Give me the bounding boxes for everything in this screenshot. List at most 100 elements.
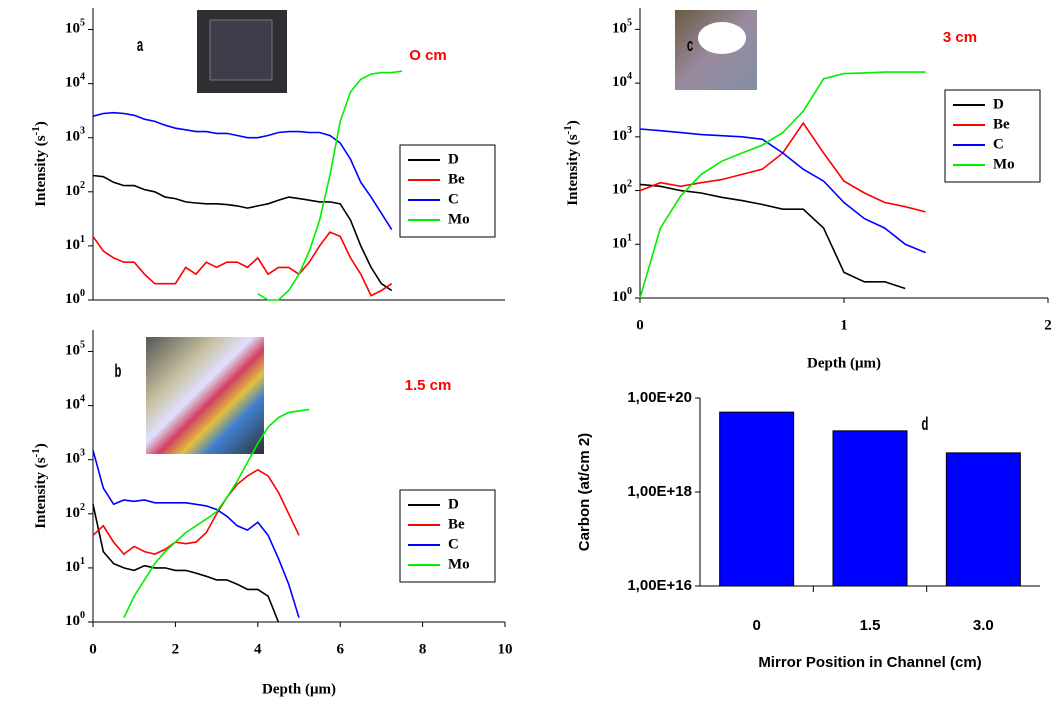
photo-c-spot: [698, 22, 746, 54]
panel-letter: d: [922, 414, 929, 435]
series-line: [93, 113, 392, 230]
y-tick-label: 101: [612, 233, 632, 252]
x-tick-label: 8: [419, 641, 427, 657]
figure: 100101102103104105aIntensity (s-1)O cmDB…: [0, 0, 1053, 707]
y-tick-exp: 3: [80, 448, 85, 459]
y-tick-exp: 3: [627, 125, 632, 136]
legend-label: D: [993, 96, 1004, 112]
y-tick-label: 105: [612, 18, 632, 37]
bar: [720, 412, 794, 586]
legend-label: Be: [448, 171, 465, 187]
series-line: [93, 232, 392, 296]
y-tick-base: 10: [612, 236, 627, 252]
y-tick-exp: 4: [80, 72, 85, 83]
series-line: [93, 504, 278, 622]
y-tick-base: 10: [612, 289, 627, 305]
y-tick-base: 10: [612, 21, 627, 37]
y-tick-base: 10: [612, 128, 627, 144]
annotation: 3 cm: [943, 29, 977, 46]
series-line: [93, 176, 392, 291]
y-tick-exp: 5: [80, 340, 85, 351]
panel-letter: b: [115, 361, 122, 382]
y-label-text: Intensity (s: [33, 457, 49, 528]
x-tick-label: 4: [254, 641, 262, 657]
y-tick-exp: 2: [80, 180, 85, 191]
annotation: 1.5 cm: [405, 377, 452, 394]
y-axis-label: Carbon (at/cm 2): [576, 433, 593, 551]
y-tick-exp: 1: [627, 233, 632, 244]
y-tick-base: 10: [65, 505, 80, 521]
legend-label: C: [448, 191, 459, 207]
legend-label: Be: [993, 116, 1010, 132]
y-label-end: ): [33, 443, 49, 448]
y-tick-exp: 5: [80, 18, 85, 29]
y-tick-label: 100: [612, 286, 632, 305]
y-tick-label: 101: [65, 556, 85, 575]
y-label-end: ): [565, 120, 581, 125]
y-tick-label: 100: [65, 610, 85, 629]
series-line: [640, 184, 905, 288]
y-axis-label: Intensity (s-1): [562, 120, 582, 205]
y-label-exp: -1: [562, 125, 574, 134]
y-tick-label: 102: [65, 180, 85, 199]
y-tick-label: 102: [65, 502, 85, 521]
legend-label: D: [448, 496, 459, 512]
y-label-text: Intensity (s: [33, 135, 49, 206]
x-tick-label: 1: [840, 317, 848, 333]
y-tick-exp: 1: [80, 556, 85, 567]
y-tick-base: 10: [612, 182, 627, 198]
y-label-text: Intensity (s: [565, 134, 581, 205]
y-tick-exp: 2: [627, 179, 632, 190]
y-tick-exp: 5: [627, 18, 632, 29]
y-tick-exp: 3: [80, 126, 85, 137]
y-tick-label: 103: [612, 125, 632, 144]
x-tick-label: 0: [752, 617, 760, 634]
panel-letter: a: [137, 35, 144, 56]
series-line: [640, 72, 926, 298]
y-tick-base: 10: [65, 291, 80, 307]
y-tick-label: 105: [65, 18, 85, 37]
y-tick-label: 104: [612, 71, 632, 90]
legend-label: C: [993, 136, 1004, 152]
y-tick-exp: 4: [80, 394, 85, 405]
y-tick-base: 1,00E+20: [627, 389, 692, 406]
y-tick-label: 1,00E+20: [627, 389, 692, 406]
y-tick-exp: 4: [627, 71, 632, 82]
y-tick-label: 100: [65, 288, 85, 307]
y-tick-exp: 2: [80, 502, 85, 513]
legend-label: C: [448, 536, 459, 552]
panel-letter: c: [687, 35, 694, 56]
y-tick-label: 101: [65, 234, 85, 253]
y-tick-exp: 0: [627, 286, 632, 297]
x-axis-label: Mirror Position in Channel (cm): [758, 654, 981, 671]
y-tick-base: 10: [65, 237, 80, 253]
x-axis-label: Depth (μm): [807, 355, 881, 371]
annotation: O cm: [409, 47, 447, 64]
y-tick-label: 102: [612, 179, 632, 198]
bar: [946, 453, 1020, 586]
y-tick-label: 105: [65, 340, 85, 359]
x-tick-label: 6: [336, 641, 344, 657]
photo-b: [146, 337, 264, 454]
x-axis-label: Depth (μm): [262, 681, 336, 697]
legend-label: D: [448, 151, 459, 167]
series-line: [93, 470, 299, 554]
legend-label: Mo: [448, 211, 470, 227]
x-tick-label: 0: [636, 317, 644, 333]
legend-label: Be: [448, 516, 465, 532]
y-label-exp: -1: [30, 448, 42, 457]
legend-label: Mo: [993, 156, 1015, 172]
y-tick-base: 10: [65, 343, 80, 359]
y-tick-base: 10: [65, 613, 80, 629]
y-tick-base: 10: [65, 21, 80, 37]
y-tick-exp: 1: [80, 234, 85, 245]
y-tick-base: 10: [612, 75, 627, 91]
y-tick-base: 1,00E+18: [627, 483, 692, 500]
x-tick-label: 2: [172, 641, 180, 657]
y-tick-label: 104: [65, 72, 85, 91]
x-tick-label: 1.5: [860, 617, 881, 634]
y-tick-base: 10: [65, 559, 80, 575]
y-axis-label: Intensity (s-1): [30, 443, 50, 528]
y-tick-label: 1,00E+16: [627, 577, 692, 594]
y-tick-base: 10: [65, 75, 80, 91]
